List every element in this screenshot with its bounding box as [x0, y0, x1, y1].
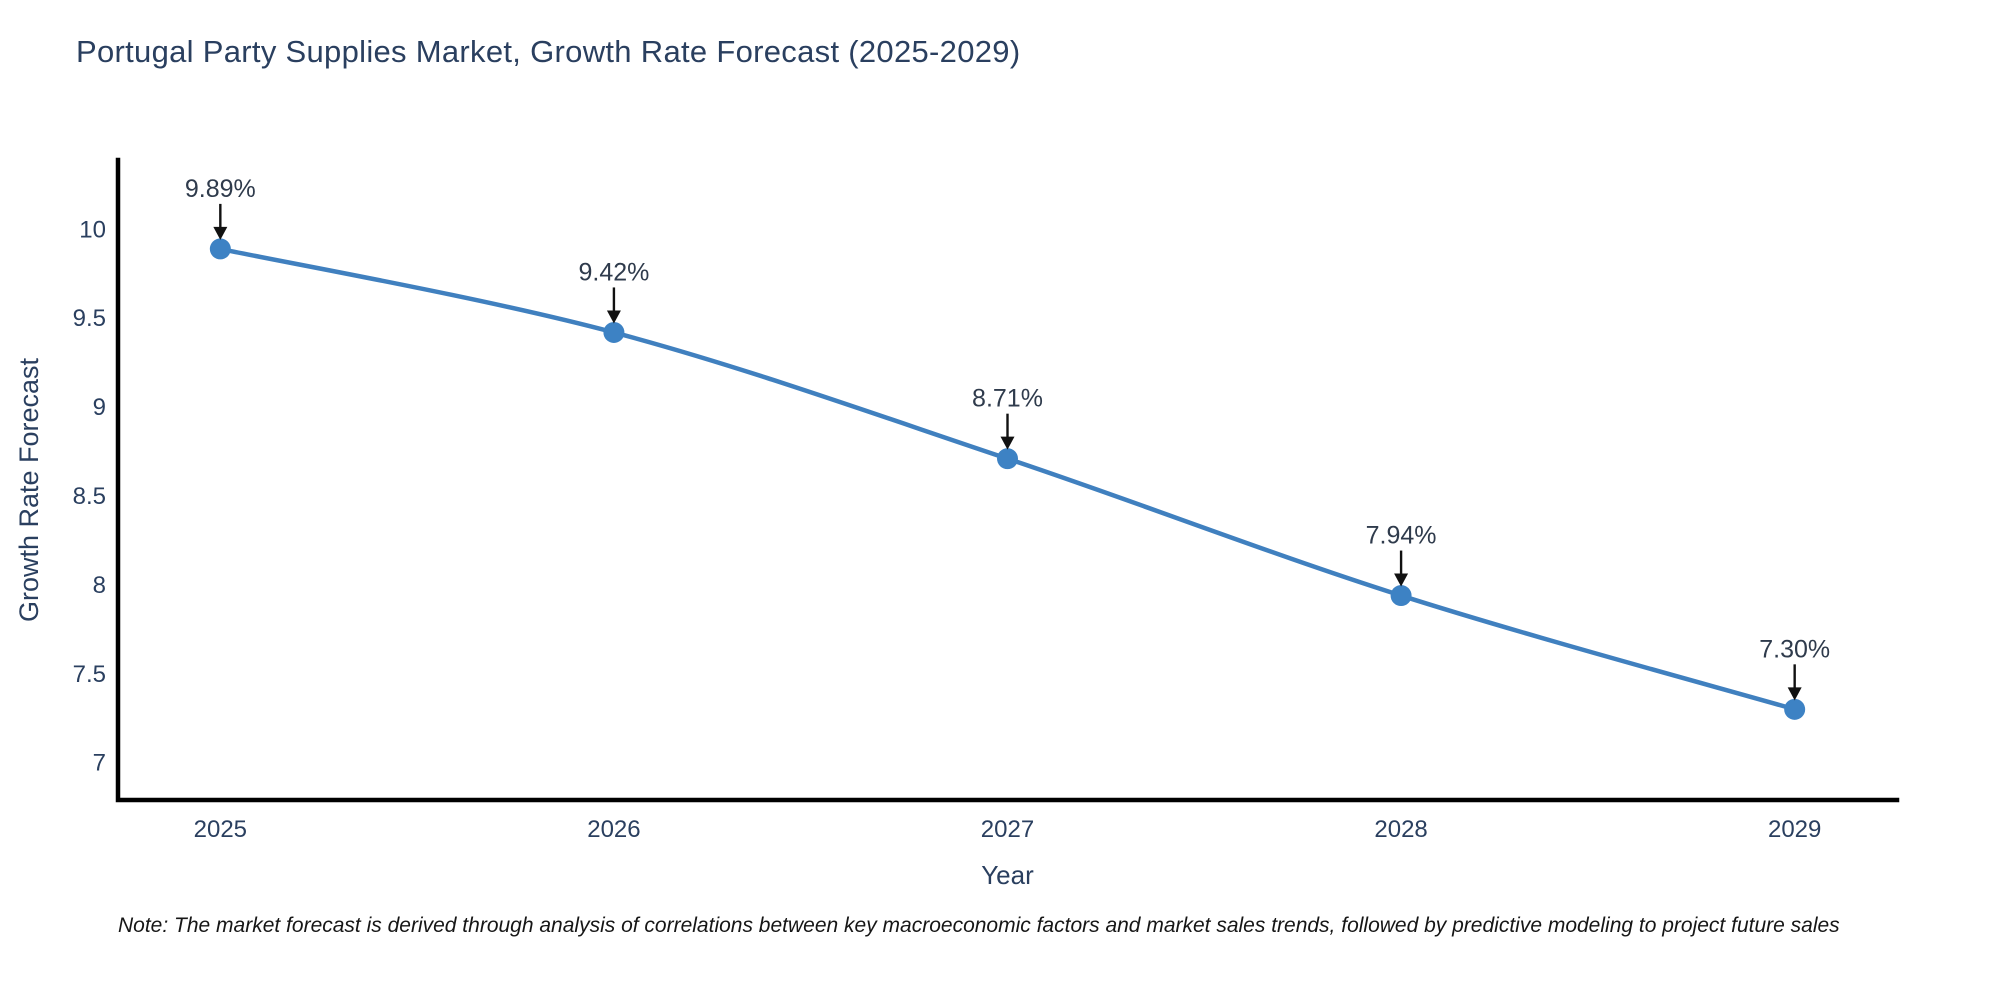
- x-axis-tick-labels: 2025 2026 2027 2028 2029: [194, 816, 1822, 843]
- data-point-label: 9.89%: [185, 175, 256, 203]
- x-tick-label: 2029: [1768, 816, 1821, 843]
- axis-spines: [115, 157, 1900, 803]
- y-tick-label: 10: [79, 216, 106, 243]
- chart-footnote: Note: The market forecast is derived thr…: [118, 914, 1840, 937]
- y-tick-label: 9.5: [73, 305, 106, 332]
- data-point-marker: [1390, 585, 1412, 607]
- x-tick-label: 2028: [1374, 816, 1427, 843]
- data-point-marker: [603, 321, 625, 343]
- data-point-marker: [997, 448, 1018, 470]
- data-point-label: 8.71%: [972, 385, 1043, 413]
- data-point-marker: [209, 238, 231, 260]
- data-point-label: 7.30%: [1759, 635, 1830, 663]
- data-point-label: 9.42%: [578, 258, 649, 286]
- y-axis-tick-labels: 7 7.5 8 8.5 9 9.5 10: [73, 216, 106, 776]
- y-tick-label: 8: [93, 572, 106, 599]
- data-point-label: 7.94%: [1366, 522, 1437, 550]
- annotation-arrowhead-icon: [606, 310, 621, 324]
- annotation-arrowhead-icon: [1000, 436, 1015, 450]
- annotation-arrowhead-icon: [1394, 573, 1409, 587]
- trend-line: [218, 246, 1797, 712]
- y-tick-label: 9: [93, 394, 106, 421]
- x-tick-label: 2026: [587, 816, 640, 843]
- annotation-arrowhead-icon: [1787, 687, 1802, 701]
- y-tick-label: 7: [93, 750, 106, 777]
- y-axis-title: Growth Rate Forecast: [14, 357, 44, 622]
- y-tick-label: 7.5: [73, 661, 106, 688]
- chart-title: Portugal Party Supplies Market, Growth R…: [76, 34, 1021, 69]
- data-point-marker: [1784, 698, 1806, 720]
- x-tick-label: 2025: [194, 816, 247, 843]
- x-axis-title: Year: [981, 860, 1034, 890]
- x-tick-label: 2027: [981, 816, 1034, 843]
- annotation-arrowhead-icon: [213, 226, 228, 240]
- y-tick-label: 8.5: [73, 483, 106, 510]
